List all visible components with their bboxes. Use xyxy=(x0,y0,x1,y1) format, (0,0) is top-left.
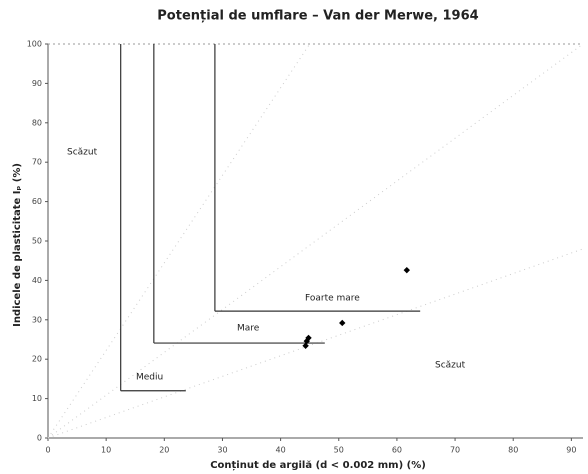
point xyxy=(302,342,309,350)
x-tick-label: 90 xyxy=(566,446,576,455)
x-tick-label: 70 xyxy=(450,446,460,455)
x-tick-label: 50 xyxy=(334,446,344,455)
point xyxy=(305,334,312,342)
x-axis-label: Conținut de argilă (d < 0.002 mm) (%) xyxy=(210,460,426,471)
annotation: Scăzut xyxy=(67,148,98,158)
y-tick-label: 70 xyxy=(32,158,42,167)
y-tick-label: 30 xyxy=(32,315,42,324)
x-tick-label: 40 xyxy=(276,446,286,455)
y-tick-label: 60 xyxy=(32,197,42,206)
x-tick-label: 10 xyxy=(101,446,111,455)
y-tick-label: 50 xyxy=(32,237,42,246)
y-tick-label: 90 xyxy=(32,79,42,88)
y-tick-label: 100 xyxy=(27,40,42,49)
y-tick-label: 10 xyxy=(32,394,42,403)
y-tick-label: 40 xyxy=(32,276,42,285)
point xyxy=(339,319,346,327)
x-tick-label: 30 xyxy=(217,446,227,455)
point xyxy=(403,266,410,274)
region-label: Mare xyxy=(237,324,260,334)
y-tick-label: 80 xyxy=(32,118,42,127)
x-tick-label: 60 xyxy=(392,446,402,455)
guide-line xyxy=(47,43,311,439)
region-label: Mediu xyxy=(136,373,163,383)
y-axis-label: Indicele de plasticitate Iₚ (%) xyxy=(12,163,23,327)
y-tick-label: 20 xyxy=(32,355,42,364)
chart-title: Potențial de umflare – Van der Merwe, 19… xyxy=(157,9,478,24)
y-tick-label: 0 xyxy=(37,434,42,443)
x-tick-label: 0 xyxy=(45,446,50,455)
annotation: Scăzut xyxy=(435,361,466,371)
guide-line xyxy=(47,43,584,439)
x-tick-label: 80 xyxy=(508,446,518,455)
region-label: Foarte mare xyxy=(305,294,360,304)
x-tick-label: 20 xyxy=(159,446,169,455)
